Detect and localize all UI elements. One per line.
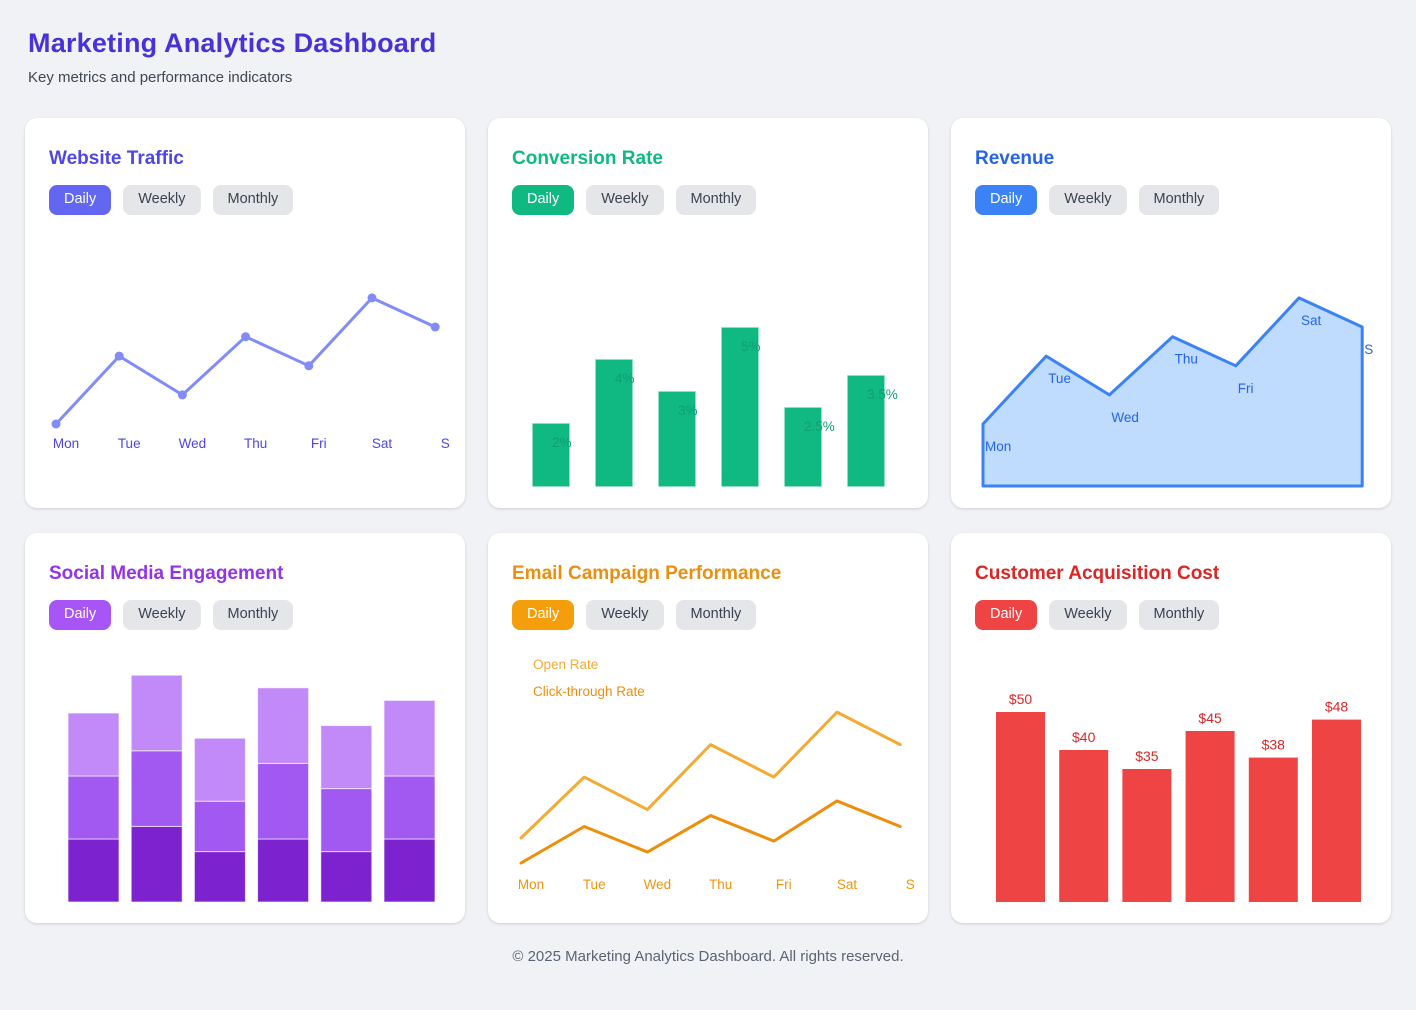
card-title-social-media: Social Media Engagement: [49, 563, 284, 584]
card-title-revenue: Revenue: [975, 148, 1055, 169]
legend-open-rate: Open Rate: [533, 657, 599, 672]
card-title-email-campaign: Email Campaign Performance: [512, 563, 782, 584]
card-revenue: Mon Tue Wed Thu Fri Sat S Revenue Daily Weekly…: [951, 118, 1391, 508]
svg-text:Mon: Mon: [53, 436, 79, 451]
svg-text:S: S: [441, 436, 450, 451]
period-tabs: Daily Weekly Monthly: [49, 600, 441, 630]
tab-weekly[interactable]: Weekly: [1049, 185, 1127, 215]
card-website-traffic: Mon Tue Wed Thu Fri Sat S Website Traffic Dail…: [25, 118, 465, 508]
period-tabs: Daily Weekly Monthly: [512, 185, 904, 215]
tab-daily[interactable]: Daily: [49, 185, 112, 215]
svg-text:Mon: Mon: [985, 439, 1011, 454]
tab-monthly[interactable]: Monthly: [212, 600, 294, 630]
svg-text:S: S: [906, 877, 915, 892]
svg-text:Tue: Tue: [1048, 371, 1071, 386]
period-tabs: Daily Weekly Monthly: [49, 185, 441, 215]
svg-text:Fri: Fri: [776, 877, 792, 892]
svg-text:Mon: Mon: [518, 877, 544, 892]
svg-text:$38: $38: [1262, 737, 1286, 753]
tab-weekly[interactable]: Weekly: [586, 600, 664, 630]
tab-daily[interactable]: Daily: [512, 600, 575, 630]
card-social-media-engagement: Social Media Engagement Daily Weekly Mon…: [25, 533, 465, 923]
svg-text:Tue: Tue: [118, 436, 141, 451]
svg-text:Wed: Wed: [644, 877, 672, 892]
card-customer-acquisition-cost: $50 $40 $35 $45 $38 $48 Customer Acquisition …: [951, 533, 1391, 923]
svg-text:Sat: Sat: [837, 877, 858, 892]
tab-weekly[interactable]: Weekly: [1049, 600, 1127, 630]
page-header: Marketing Analytics Dashboard Key metric…: [25, 28, 1391, 86]
period-tabs: Daily Weekly Monthly: [975, 185, 1367, 215]
svg-text:$45: $45: [1198, 710, 1222, 726]
svg-text:4%: 4%: [615, 371, 635, 386]
svg-text:3%: 3%: [678, 403, 698, 418]
tab-weekly[interactable]: Weekly: [123, 185, 201, 215]
svg-text:S: S: [1364, 342, 1373, 357]
tab-daily[interactable]: Daily: [512, 185, 575, 215]
svg-text:Fri: Fri: [311, 436, 327, 451]
svg-text:$35: $35: [1135, 748, 1159, 764]
svg-text:Sat: Sat: [1301, 313, 1322, 328]
svg-text:2%: 2%: [552, 435, 572, 450]
svg-text:Wed: Wed: [1111, 410, 1139, 425]
card-title-website-traffic: Website Traffic: [49, 148, 184, 169]
card-conversion-rate: 2% 4% 3% 5% 2.5% 3.5% Conversion Rate Daily W…: [488, 118, 928, 508]
svg-text:Thu: Thu: [1175, 352, 1198, 367]
svg-text:Tue: Tue: [583, 877, 606, 892]
period-tabs: Daily Weekly Monthly: [512, 600, 904, 630]
card-title-cac: Customer Acquisition Cost: [975, 563, 1220, 584]
svg-text:2.5%: 2.5%: [804, 419, 835, 434]
card-title-conversion-rate: Conversion Rate: [512, 148, 663, 169]
svg-text:$48: $48: [1325, 699, 1349, 715]
chart-legend: Open Rate Click-through Rate: [533, 657, 645, 711]
page-footer: © 2025 Marketing Analytics Dashboard. Al…: [512, 948, 904, 965]
svg-text:Sat: Sat: [372, 436, 393, 451]
page-title: Marketing Analytics Dashboard: [28, 28, 437, 58]
tab-weekly[interactable]: Weekly: [123, 600, 201, 630]
dashboard-page: Marketing Analytics Dashboard Key metric…: [25, 28, 1391, 965]
svg-text:Wed: Wed: [179, 436, 207, 451]
tab-monthly[interactable]: Monthly: [1138, 185, 1220, 215]
tab-daily[interactable]: Daily: [975, 185, 1038, 215]
tab-daily[interactable]: Daily: [49, 600, 112, 630]
tab-monthly[interactable]: Monthly: [675, 600, 757, 630]
svg-text:Thu: Thu: [709, 877, 732, 892]
tab-daily[interactable]: Daily: [975, 600, 1038, 630]
svg-text:$50: $50: [1009, 691, 1033, 707]
tab-monthly[interactable]: Monthly: [1138, 600, 1220, 630]
svg-text:Fri: Fri: [1238, 381, 1254, 396]
svg-text:3.5%: 3.5%: [867, 387, 898, 402]
tab-monthly[interactable]: Monthly: [212, 185, 294, 215]
card-email-campaign-performance: Mon Tue Wed Thu Fri Sat S Email Campaign Perfo…: [488, 533, 928, 923]
svg-text:$40: $40: [1072, 729, 1096, 745]
period-tabs: Daily Weekly Monthly: [975, 600, 1367, 630]
page-subtitle: Key metrics and performance indicators: [28, 69, 293, 86]
tab-monthly[interactable]: Monthly: [675, 185, 757, 215]
tab-weekly[interactable]: Weekly: [586, 185, 664, 215]
svg-text:5%: 5%: [741, 339, 761, 354]
svg-text:Thu: Thu: [244, 436, 267, 451]
legend-click-through-rate: Click-through Rate: [533, 684, 645, 699]
cards-grid: Mon Tue Wed Thu Fri Sat S Website Traffic Dail…: [25, 118, 1391, 923]
